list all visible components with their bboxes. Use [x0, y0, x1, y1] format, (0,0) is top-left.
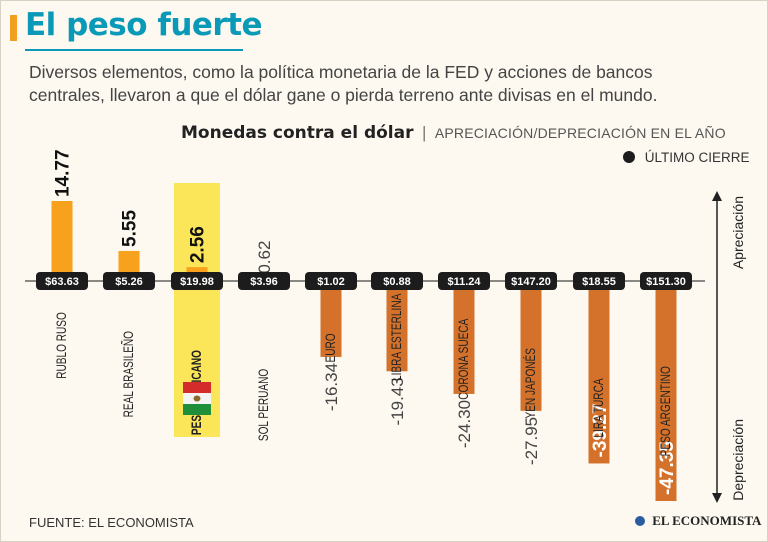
brand-logo: EL ECONOMISTA: [635, 513, 761, 529]
arrow-down-icon: [712, 493, 722, 503]
last-close-label-real-brasileno: $5.26: [115, 276, 143, 288]
title-accent-bar: [10, 15, 17, 41]
last-close-pill-rublo-ruso: [36, 272, 88, 290]
value-label-euro: -16.34: [322, 363, 341, 411]
axis-label-depreciation: Depreciación: [730, 419, 746, 501]
axis-label-appreciation: Apreciación: [730, 196, 746, 269]
last-close-pill-peso-mexicano: [171, 272, 223, 290]
value-label-corona-sueca: -24.30: [455, 400, 474, 448]
bar-libra-esterlina: [386, 281, 408, 372]
last-close-pill-yen-japones: [505, 272, 557, 290]
category-label-corona-sueca: CORONA SUECA: [455, 318, 471, 400]
value-label-rublo-ruso: 14.77: [53, 149, 74, 197]
category-label-euro: EURO: [322, 333, 338, 362]
last-close-label-sol-peruano: $3.96: [250, 276, 278, 288]
category-label-sol-peruano: SOL PERUANO: [255, 369, 271, 441]
last-close-label-yen-japones: $147.20: [511, 276, 551, 288]
bar-rublo-ruso: [51, 201, 73, 281]
legend-label: ÚLTIMO CIERRE: [644, 150, 750, 165]
last-close-pill-corona-sueca: [438, 272, 490, 290]
category-label-rublo-ruso: RUBLO RUSO: [53, 312, 69, 379]
value-label-sol-peruano: 0.62: [255, 241, 274, 274]
last-close-label-rublo-ruso: $63.63: [45, 276, 79, 288]
bar-yen-japones: [520, 281, 542, 411]
intro-text: Diversos elementos, como la política mon…: [29, 62, 658, 105]
category-label-lira-turca: LIRA TURCA: [590, 378, 606, 438]
flag-green-stripe: [183, 404, 211, 415]
category-label-peso-argentino: PESO ARGENTINO: [657, 366, 673, 456]
legend-dot-icon: [623, 151, 635, 163]
last-close-pill-real-brasileno: [103, 272, 155, 290]
value-label-yen-japones: -27.95: [522, 417, 541, 465]
page-title: El peso fuerte: [25, 7, 263, 43]
chart-subtitle: Monedas contra el dólar | APRECIACIÓN/DE…: [181, 123, 726, 143]
category-label-real-brasileno: REAL BRASILEÑO: [120, 331, 136, 417]
bar-peso-argentino: [655, 281, 677, 501]
value-label-peso-argentino: -47.35: [657, 441, 678, 495]
value-label-peso-mexicano: 2.56: [188, 226, 209, 263]
logo-text: EL ECONOMISTA: [652, 513, 762, 528]
chart-title: Monedas contra el dólar: [181, 123, 414, 143]
last-close-pill-sol-peruano: [238, 272, 290, 290]
value-label-real-brasileno: 5.55: [120, 210, 141, 247]
last-close-label-lira-turca: $18.55: [582, 276, 616, 288]
category-label-yen-japones: YEN JAPONÉS: [521, 348, 538, 419]
bar-euro: [320, 281, 342, 357]
title-underline: [25, 49, 243, 51]
value-label-lira-turca: -39.27: [590, 404, 611, 458]
last-close-pill-lira-turca: [573, 272, 625, 290]
last-close-label-corona-sueca: $11.24: [447, 276, 481, 288]
last-close-label-peso-mexicano: $19.98: [180, 276, 214, 288]
logo-mark-icon: [635, 516, 645, 526]
bar-corona-sueca: [453, 281, 475, 394]
flag-emblem-icon: [193, 395, 201, 402]
bar-lira-turca: [588, 281, 610, 464]
value-label-libra-esterlina: -19.43: [388, 377, 407, 425]
last-close-pill-euro: [305, 272, 357, 290]
legend: ÚLTIMO CIERRE: [623, 150, 750, 165]
last-close-pill-peso-argentino: [640, 272, 692, 290]
last-close-pill-libra-esterlina: [371, 272, 423, 290]
subtitle-separator: |: [421, 123, 427, 142]
last-close-label-libra-esterlina: $0.88: [383, 276, 411, 288]
category-label-libra-esterlina: LIBRA ESTERLINA: [388, 293, 404, 381]
chart-description: APRECIACIÓN/DEPRECIACIÓN EN EL AÑO: [434, 125, 726, 141]
source-note: FUENTE: EL ECONOMISTA: [29, 515, 194, 530]
last-close-label-euro: $1.02: [317, 276, 345, 288]
flag-red-stripe: [183, 382, 211, 393]
arrow-up-icon: [712, 191, 722, 201]
last-close-label-peso-argentino: $151.30: [646, 276, 686, 288]
